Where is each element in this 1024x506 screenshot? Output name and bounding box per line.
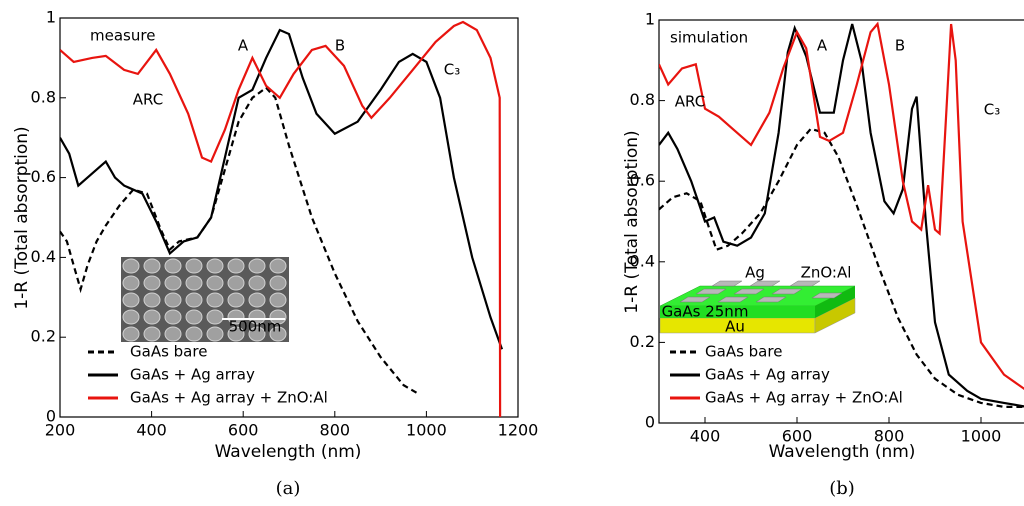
legend-label: GaAs + Ag array + ZnO:Al xyxy=(130,389,328,407)
sem-particle xyxy=(143,292,161,308)
sem-particle xyxy=(227,292,245,308)
y-tick-label: 0.4 xyxy=(31,247,56,266)
sem-inset xyxy=(121,257,289,342)
sem-particle xyxy=(248,309,266,325)
y-tick-label: 0.4 xyxy=(630,251,655,270)
sem-particle xyxy=(122,309,140,325)
sem-particle xyxy=(164,292,182,308)
x-tick-label: 800 xyxy=(874,427,905,446)
y-tick-label: 0.8 xyxy=(31,87,56,106)
sem-particle xyxy=(206,326,224,342)
y-tick-label: 0 xyxy=(46,407,56,426)
annotation: A xyxy=(817,37,828,55)
legend-label: GaAs bare xyxy=(705,343,782,361)
inset-label: Ag xyxy=(745,264,765,282)
x-tick-label: 400 xyxy=(136,421,167,440)
sem-particle xyxy=(248,275,266,291)
data-line xyxy=(659,21,1024,391)
sem-particle xyxy=(143,258,161,274)
sem-particle xyxy=(248,292,266,308)
y-tick-label: 1 xyxy=(46,8,56,27)
x-tick-label: 1200 xyxy=(498,421,539,440)
sem-particle xyxy=(164,309,182,325)
sem-particle xyxy=(248,258,266,274)
sem-particle xyxy=(227,275,245,291)
sem-particle xyxy=(122,326,140,342)
y-tick-label: 0 xyxy=(645,413,655,432)
sem-particle xyxy=(164,258,182,274)
inset-label: Au xyxy=(725,318,745,336)
legend-label: GaAs + Ag array xyxy=(130,366,255,384)
x-tick-label: 600 xyxy=(228,421,259,440)
sem-particle xyxy=(185,309,203,325)
caption: (b) xyxy=(829,478,855,499)
sem-particle xyxy=(269,292,287,308)
sem-particle xyxy=(185,275,203,291)
x-axis-title: Wavelength (nm) xyxy=(769,442,916,462)
y-tick-label: 0.8 xyxy=(630,90,655,109)
data-line xyxy=(659,127,1024,408)
data-line xyxy=(60,86,418,395)
sem-particle xyxy=(185,292,203,308)
sem-particle xyxy=(206,292,224,308)
annotation: A xyxy=(238,37,249,55)
annotation: simulation xyxy=(670,29,748,47)
sem-particle xyxy=(122,258,140,274)
data-line xyxy=(60,20,502,417)
sem-particle xyxy=(227,309,245,325)
sem-particle xyxy=(206,258,224,274)
sem-particle xyxy=(269,309,287,325)
sem-particle xyxy=(185,258,203,274)
sem-particle xyxy=(206,275,224,291)
sem-particle xyxy=(269,326,287,342)
x-tick-label: 600 xyxy=(782,427,813,446)
plot-frame xyxy=(59,17,519,418)
y-tick-label: 0.2 xyxy=(31,327,56,346)
x-axis-title: Wavelength (nm) xyxy=(215,442,362,462)
y-axis-title: 1-R (Total absorption) xyxy=(622,130,642,313)
x-tick-label: 400 xyxy=(690,427,721,446)
annotation: ARC xyxy=(133,91,163,109)
y-tick-label: 0.6 xyxy=(630,171,655,190)
sem-particle xyxy=(248,326,266,342)
sem-particle xyxy=(122,275,140,291)
y-tick-label: 1 xyxy=(645,10,655,29)
annotation: B xyxy=(335,37,345,55)
sem-particle xyxy=(143,275,161,291)
x-tick-label: 800 xyxy=(320,421,351,440)
x-tick-label: 200 xyxy=(45,421,76,440)
plot-frame xyxy=(658,19,1024,424)
y-axis-title: 1-R (Total absorption) xyxy=(12,126,32,309)
sem-particle xyxy=(143,326,161,342)
annotation: measure xyxy=(90,27,155,45)
legend-label: GaAs + Ag array xyxy=(705,366,830,384)
annotation: C₃ xyxy=(444,61,461,79)
sem-particle xyxy=(227,326,245,342)
sem-particle xyxy=(269,275,287,291)
sem-particle xyxy=(206,309,224,325)
x-tick-label: 1000 xyxy=(406,421,447,440)
y-tick-label: 0.2 xyxy=(630,332,655,351)
annotation: B xyxy=(895,37,905,55)
sem-particle xyxy=(227,258,245,274)
y-tick-label: 0.6 xyxy=(31,167,56,186)
inset-label: 500nm xyxy=(229,318,282,336)
annotation: ARC xyxy=(675,93,705,111)
inset-label: ZnO:Al xyxy=(801,264,852,282)
x-tick-label: 1000 xyxy=(961,427,1002,446)
sem-particle xyxy=(143,309,161,325)
sem-particle xyxy=(122,292,140,308)
sem-particle xyxy=(185,326,203,342)
data-line xyxy=(659,23,1024,408)
annotation: C₃ xyxy=(984,101,1001,119)
sem-particle xyxy=(269,258,287,274)
caption: (a) xyxy=(276,478,301,499)
sem-particle xyxy=(164,275,182,291)
sem-particle xyxy=(164,326,182,342)
structure-inset xyxy=(659,280,856,334)
legend-label: GaAs bare xyxy=(130,343,207,361)
legend-label: GaAs + Ag array + ZnO:Al xyxy=(705,389,903,407)
inset-label: GaAs 25nm xyxy=(662,303,749,321)
